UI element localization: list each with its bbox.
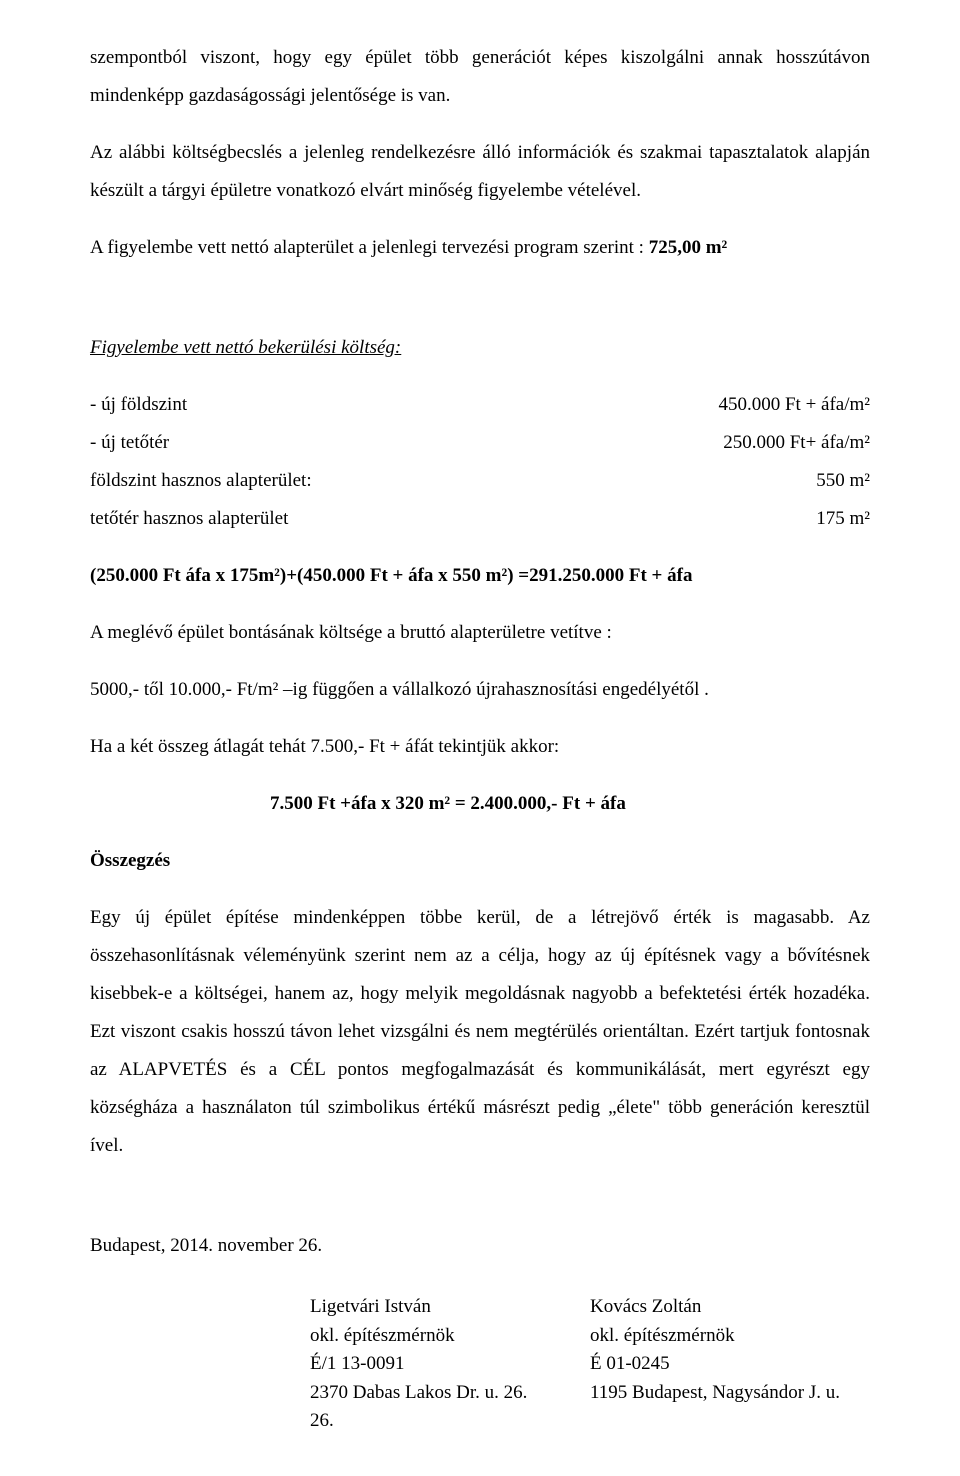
cost-row: tetőtér hasznos alapterület 175 m²: [90, 500, 870, 538]
signer-name: Kovács Zoltán: [590, 1293, 870, 1322]
paragraph: 5000,- től 10.000,- Ft/m² –ig függően a …: [90, 671, 870, 709]
signature-left: Ligetvári István okl. építészmérnök É/1 …: [310, 1293, 590, 1436]
paragraph: A figyelembe vett nettó alapterület a je…: [90, 229, 870, 267]
heading-text: Figyelembe vett nettó bekerülési költség…: [90, 337, 401, 358]
cost-label: tetőtér hasznos alapterület: [90, 500, 796, 538]
cost-value: 450.000 Ft + áfa/m²: [698, 386, 870, 424]
signer-title: okl. építészmérnök: [310, 1322, 590, 1351]
cost-value: 175 m²: [796, 500, 870, 538]
summary-paragraph: Egy új épület építése mindenképpen többe…: [90, 899, 870, 1165]
cost-value: 250.000 Ft+ áfa/m²: [703, 424, 870, 462]
cost-row: földszint hasznos alapterület: 550 m²: [90, 462, 870, 500]
signature-block: Ligetvári István okl. építészmérnök É/1 …: [90, 1293, 870, 1436]
cost-label: földszint hasznos alapterület:: [90, 462, 796, 500]
document-page: szempontból viszont, hogy egy épület töb…: [0, 0, 960, 1476]
cost-row: - új földszint 450.000 Ft + áfa/m²: [90, 386, 870, 424]
cost-value: 550 m²: [796, 462, 870, 500]
value-bold: 725,00 m²: [649, 237, 728, 258]
result-bold: 7.500 Ft +áfa x 320 m² = 2.400.000,- Ft …: [90, 785, 870, 823]
spacer: [90, 286, 870, 310]
text: A figyelembe vett nettó alapterület a je…: [90, 237, 649, 258]
calculation-bold: (250.000 Ft áfa x 175m²)+(450.000 Ft + á…: [90, 557, 870, 595]
signer-addr: 26.: [310, 1407, 590, 1436]
paragraph: szempontból viszont, hogy egy épület töb…: [90, 39, 870, 115]
signer-title: okl. építészmérnök: [590, 1322, 870, 1351]
paragraph: Ha a két összeg átlagát tehát 7.500,- Ft…: [90, 728, 870, 766]
cost-label: - új tetőtér: [90, 424, 703, 462]
paragraph: A meglévő épület bontásának költsége a b…: [90, 614, 870, 652]
signature-right: Kovács Zoltán okl. építészmérnök É 01-02…: [590, 1293, 870, 1436]
paragraph: Az alábbi költségbecslés a jelenleg rend…: [90, 134, 870, 210]
date-line: Budapest, 2014. november 26.: [90, 1227, 870, 1265]
spacer: [90, 1184, 870, 1208]
signer-reg: É 01-0245: [590, 1350, 870, 1379]
signer-name: Ligetvári István: [310, 1293, 590, 1322]
signer-addr: 1195 Budapest, Nagysándor J. u.: [590, 1379, 870, 1408]
signature-indent: [90, 1293, 310, 1436]
signer-reg: É/1 13-0091: [310, 1350, 590, 1379]
signer-addr: 2370 Dabas Lakos Dr. u. 26.: [310, 1379, 590, 1408]
section-heading: Összegzés: [90, 842, 870, 880]
section-heading: Figyelembe vett nettó bekerülési költség…: [90, 329, 870, 367]
cost-row: - új tetőtér 250.000 Ft+ áfa/m²: [90, 424, 870, 462]
cost-label: - új földszint: [90, 386, 698, 424]
